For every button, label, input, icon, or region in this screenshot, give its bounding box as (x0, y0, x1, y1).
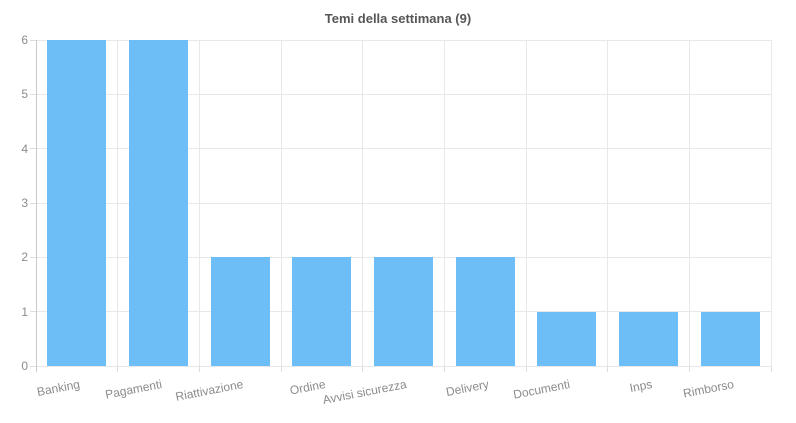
y-axis-tick (30, 39, 36, 41)
v-gridline (770, 40, 772, 366)
bar-delivery[interactable] (455, 257, 515, 366)
x-axis-tick (443, 366, 445, 372)
h-gridline (36, 202, 771, 204)
y-axis-tick (30, 202, 36, 204)
y-axis-tick (30, 311, 36, 313)
x-axis-tick (770, 366, 772, 372)
v-gridline (280, 40, 282, 366)
x-axis-label: Avvisi sicurezza (321, 377, 409, 407)
x-axis-label: Banking (36, 377, 82, 400)
x-axis-tick (198, 366, 200, 372)
x-axis-label: Delivery (444, 377, 490, 400)
y-axis-label: 0 (21, 359, 28, 373)
bar-avvisi-sicurezza[interactable] (374, 257, 433, 366)
v-gridline (362, 40, 364, 366)
y-axis-label: 5 (21, 87, 28, 102)
bar-inps[interactable] (619, 311, 678, 366)
bar-banking[interactable] (47, 40, 107, 366)
h-gridline (36, 39, 771, 41)
x-axis-tick (117, 366, 119, 372)
y-axis-tick (30, 93, 36, 95)
bar-rimborso[interactable] (700, 311, 760, 366)
y-axis-tick (30, 256, 36, 258)
x-axis-label: Rimborso (681, 377, 735, 401)
y-axis-label: 6 (21, 33, 28, 47)
y-axis-label: 2 (21, 250, 28, 265)
v-gridline (443, 40, 445, 366)
y-axis-label: 4 (21, 141, 28, 156)
x-axis-label: Pagamenti (104, 377, 164, 402)
x-axis-tick (362, 366, 364, 372)
x-axis-tick (688, 366, 690, 372)
h-gridline (36, 148, 771, 150)
y-axis-label: 3 (21, 196, 28, 210)
chart-title: Temi della settimana (9) (324, 11, 472, 26)
y-axis-line (35, 40, 37, 372)
y-axis-tick (30, 148, 36, 150)
y-axis-label: 1 (21, 304, 28, 319)
bar-pagamenti[interactable] (129, 40, 188, 366)
v-gridline (688, 40, 690, 366)
v-gridline (607, 40, 609, 366)
x-axis-label: Ordine (288, 377, 327, 398)
v-gridline (117, 40, 119, 366)
h-gridline (36, 93, 771, 95)
h-gridline (36, 365, 771, 367)
x-axis-label: Documenti (512, 377, 572, 402)
x-axis-tick (280, 366, 282, 372)
y-axis-tick (30, 365, 36, 367)
x-axis-label: Riattivazione (174, 377, 245, 404)
v-gridline (525, 40, 527, 366)
bar-documenti[interactable] (537, 311, 597, 366)
bar-ordine[interactable] (292, 257, 352, 366)
bar-riattivazione[interactable] (210, 257, 270, 366)
x-axis-tick (607, 366, 609, 372)
x-axis-label: Inps (628, 377, 654, 396)
x-axis-tick (525, 366, 527, 372)
v-gridline (198, 40, 200, 366)
